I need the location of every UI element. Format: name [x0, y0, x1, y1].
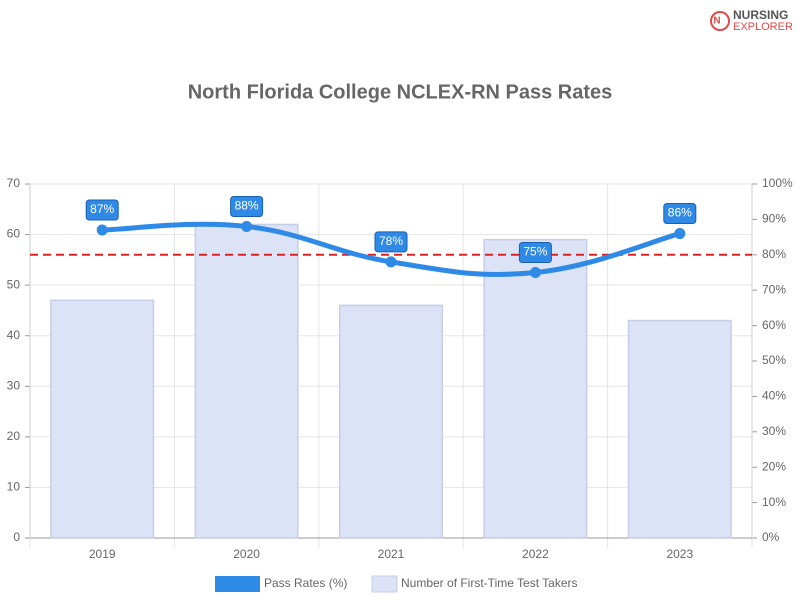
- x-tick-label: 2021: [378, 547, 405, 561]
- data-label-box: [230, 195, 264, 217]
- y-tick-label: 70: [7, 176, 21, 190]
- chart-title: North Florida College NCLEX-RN Pass Rate…: [188, 81, 613, 103]
- x-tick-label: 2019: [89, 547, 116, 561]
- legend-swatch: [371, 575, 398, 593]
- data-label: 86%: [668, 206, 692, 220]
- data-label: 75%: [523, 245, 547, 259]
- y2-tick-label: 30%: [762, 424, 786, 438]
- data-label: 78%: [379, 234, 403, 248]
- legend-swatch: [215, 576, 260, 592]
- y2-tick-label: 0%: [762, 530, 780, 544]
- point: [385, 256, 397, 268]
- bar: [50, 299, 155, 539]
- y2-tick-label: 60%: [762, 318, 786, 332]
- y2-tick-label: 70%: [762, 282, 786, 296]
- bar: [194, 223, 299, 539]
- logo-line2: EXPLORER: [733, 21, 793, 33]
- bar: [483, 238, 588, 539]
- y2-tick-label: 40%: [762, 389, 786, 403]
- logo-icon: [710, 11, 730, 31]
- x-tick-label: 2020: [233, 547, 260, 561]
- point: [96, 224, 108, 236]
- bar: [627, 319, 732, 539]
- y-tick-label: 60: [7, 227, 21, 241]
- bar: [338, 304, 444, 539]
- y2-tick-label: 20%: [762, 459, 786, 473]
- data-label: 87%: [90, 202, 114, 216]
- y-tick-label: 40: [7, 328, 21, 342]
- logo-line1: NURSING: [733, 8, 788, 22]
- point: [241, 220, 253, 232]
- data-label-box: [85, 199, 119, 221]
- data-label-box: [518, 242, 552, 263]
- x-tick-label: 2023: [666, 547, 693, 561]
- data-label-box: [663, 203, 697, 225]
- point: [529, 267, 541, 278]
- y-tick-label: 20: [7, 429, 21, 443]
- y2-tick-label: 100%: [762, 176, 793, 190]
- y2-tick-label: 80%: [762, 247, 786, 261]
- y2-tick-label: 10%: [762, 495, 786, 509]
- y-tick-label: 30: [7, 378, 21, 392]
- y-tick-label: 10: [7, 480, 21, 494]
- data-label-box: [374, 231, 408, 253]
- data-label: 88%: [235, 199, 259, 213]
- legend-label: Number of First-Time Test Takers: [401, 576, 577, 590]
- y2-tick-label: 90%: [762, 212, 786, 226]
- y2-tick-label: 50%: [762, 353, 786, 367]
- logo-icon-letter: N: [713, 16, 720, 27]
- point: [674, 228, 686, 240]
- y-tick-label: 0: [13, 530, 20, 544]
- x-tick-label: 2022: [522, 547, 549, 561]
- logo: N NURSING EXPLORER: [710, 8, 793, 33]
- legend-label: Pass Rates (%): [264, 576, 347, 590]
- y-tick-label: 50: [7, 277, 21, 291]
